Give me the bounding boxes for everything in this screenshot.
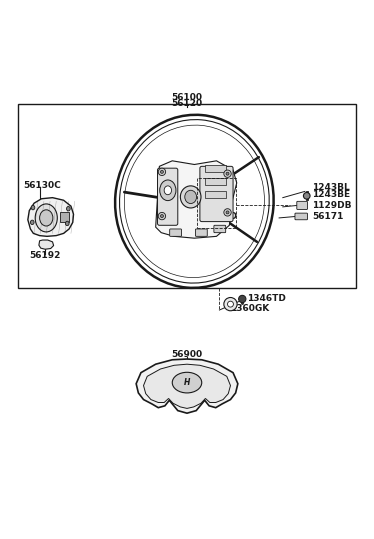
FancyBboxPatch shape: [297, 202, 307, 210]
Ellipse shape: [172, 372, 202, 393]
Polygon shape: [156, 161, 237, 238]
Ellipse shape: [180, 186, 201, 208]
Text: 1243BE: 1243BE: [312, 190, 350, 199]
Ellipse shape: [30, 220, 34, 225]
FancyBboxPatch shape: [295, 213, 307, 220]
FancyBboxPatch shape: [205, 178, 226, 185]
Text: 1346TD: 1346TD: [247, 294, 286, 303]
Text: 1360GK: 1360GK: [230, 305, 270, 313]
Ellipse shape: [164, 186, 172, 195]
Ellipse shape: [224, 209, 231, 216]
Ellipse shape: [185, 190, 197, 204]
Ellipse shape: [40, 210, 53, 226]
Ellipse shape: [158, 168, 166, 176]
FancyBboxPatch shape: [60, 212, 69, 223]
Ellipse shape: [160, 170, 163, 174]
Ellipse shape: [158, 212, 166, 220]
Ellipse shape: [160, 215, 163, 218]
FancyBboxPatch shape: [205, 165, 226, 172]
Ellipse shape: [65, 221, 69, 226]
FancyBboxPatch shape: [157, 168, 178, 225]
Text: 56192: 56192: [29, 251, 61, 260]
Text: 1129DB: 1129DB: [312, 201, 352, 210]
Ellipse shape: [224, 298, 237, 311]
Ellipse shape: [226, 211, 229, 214]
Text: H: H: [184, 378, 190, 387]
Polygon shape: [144, 364, 230, 409]
Text: 56130C: 56130C: [23, 181, 61, 190]
Ellipse shape: [226, 172, 229, 175]
Ellipse shape: [224, 170, 231, 177]
Ellipse shape: [239, 295, 246, 303]
Text: 96720D: 96720D: [202, 212, 238, 220]
Polygon shape: [28, 198, 74, 236]
FancyBboxPatch shape: [205, 191, 226, 198]
Ellipse shape: [227, 301, 233, 307]
Text: 56900: 56900: [171, 350, 203, 359]
Text: 56120: 56120: [171, 99, 203, 108]
FancyBboxPatch shape: [200, 167, 233, 222]
Ellipse shape: [303, 192, 310, 199]
Text: 1243BL: 1243BL: [312, 183, 350, 192]
Text: 56171: 56171: [312, 212, 344, 222]
FancyBboxPatch shape: [170, 229, 181, 236]
Polygon shape: [39, 240, 53, 249]
Bar: [18, 103, 356, 288]
FancyBboxPatch shape: [214, 225, 226, 233]
FancyBboxPatch shape: [196, 229, 207, 236]
Ellipse shape: [31, 205, 35, 210]
Polygon shape: [136, 359, 238, 413]
Text: 56100: 56100: [172, 93, 202, 101]
Ellipse shape: [160, 180, 176, 201]
Ellipse shape: [35, 204, 57, 232]
Ellipse shape: [67, 206, 70, 211]
